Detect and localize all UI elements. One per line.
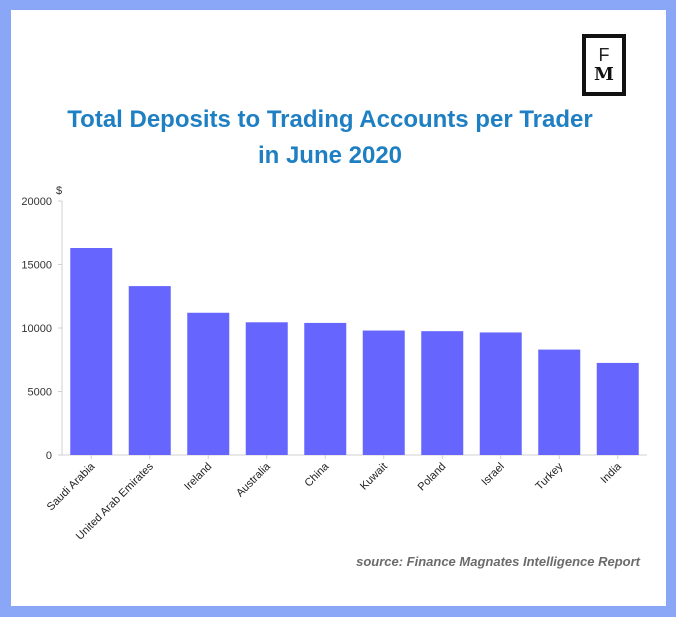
bar [596, 362, 639, 455]
bar [304, 322, 347, 455]
chart-title: Total Deposits to Trading Accounts per T… [67, 106, 593, 169]
y-tick-label: 10000 [21, 323, 52, 335]
x-tick-label: China [303, 460, 332, 489]
chart-card [11, 10, 666, 606]
x-tick-label: Saudi Arabia [45, 460, 98, 513]
bar [362, 330, 405, 455]
y-axis-label: $ [56, 185, 62, 197]
logo-letter-m: M [594, 64, 614, 85]
x-tick-label: India [599, 460, 625, 486]
x-tick-label: Kuwait [358, 461, 390, 493]
x-tick-label: Poland [416, 461, 449, 494]
bar [128, 286, 171, 455]
y-tick-label: 0 [46, 450, 52, 462]
x-tick-label: Israel [479, 461, 507, 489]
bar [187, 312, 230, 455]
y-tick-label: 5000 [28, 387, 52, 399]
y-tick-label: 20000 [21, 196, 52, 208]
bar [421, 331, 464, 455]
bar [70, 247, 113, 455]
x-tick-label: Turkey [533, 460, 565, 492]
bar [479, 332, 522, 455]
y-tick-label: 15000 [21, 260, 52, 272]
x-tick-label: Australia [234, 460, 273, 499]
fm-logo: F M [582, 34, 626, 96]
bar [538, 349, 581, 455]
source-note: source: Finance Magnates Intelligence Re… [356, 554, 640, 569]
logo-letter-f: F [598, 45, 610, 65]
x-tick-label: Ireland [182, 461, 214, 493]
bar [245, 322, 288, 455]
